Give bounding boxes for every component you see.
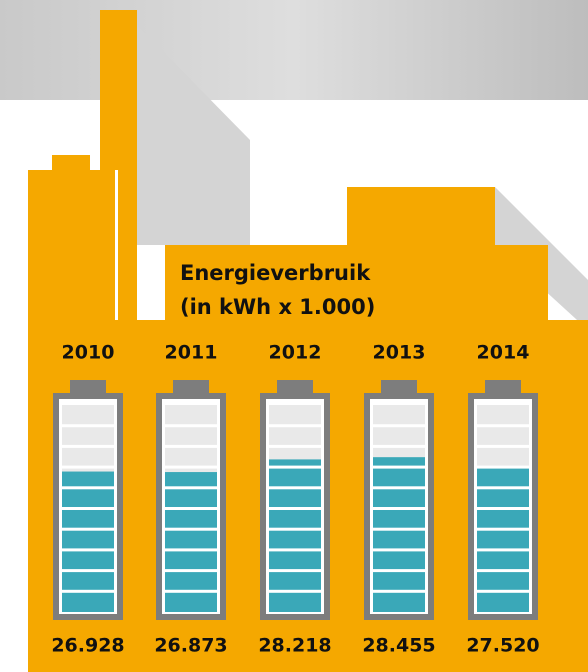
segment-gap [62,589,114,593]
segment-gap [165,548,217,552]
segment-gap [373,548,425,552]
segment-gap [165,569,217,573]
value-label: 26.873 [154,635,227,657]
battery-fill [373,457,425,612]
segment-gap [477,444,529,448]
photo-background [0,0,588,100]
segment-gap [269,424,321,428]
year-label: 2010 [62,342,115,364]
battery-cap [70,380,106,393]
segment-gap [373,507,425,510]
segment-gap [269,444,321,448]
segment-gap [477,569,529,573]
segment-gap [373,465,425,469]
value-label: 28.455 [362,635,435,657]
segment-gap [62,548,114,552]
segment-gap [165,465,217,469]
segment-gap [62,444,114,448]
segment-gap [269,465,321,469]
segment-gap [269,507,321,510]
segment-gap [477,548,529,552]
segment-gap [165,507,217,510]
value-label: 26.928 [51,635,124,657]
year-label: 2013 [373,342,426,364]
year-label: 2012 [269,342,322,364]
segment-gap [373,569,425,573]
segment-gap [62,507,114,510]
shadow [137,25,250,245]
segment-gap [165,527,217,531]
segment-gap [165,424,217,428]
value-label: 27.520 [466,635,539,657]
battery-fill [269,459,321,612]
segment-gap [165,444,217,448]
segment-gap [62,527,114,531]
battery-fill [477,465,529,612]
value-label: 28.218 [258,635,331,657]
segment-gap [62,424,114,428]
year-label: 2014 [477,342,530,364]
edge [115,170,118,320]
year-label: 2011 [165,342,218,364]
segment-gap [373,486,425,490]
segment-gap [165,486,217,490]
chart-subtitle: (in kWh x 1.000) [180,295,375,319]
segment-gap [373,527,425,531]
segment-gap [477,465,529,469]
segment-gap [373,444,425,448]
segment-gap [477,589,529,593]
segment-gap [269,486,321,490]
battery-cap [485,380,521,393]
segment-gap [477,507,529,510]
segment-gap [62,569,114,573]
segment-gap [269,548,321,552]
segment-gap [269,569,321,573]
segment-gap [373,424,425,428]
segment-gap [477,527,529,531]
segment-gap [477,486,529,490]
battery-cap [173,380,209,393]
segment-gap [269,589,321,593]
segment-gap [165,589,217,593]
battery-fill [62,471,114,612]
segment-gap [62,486,114,490]
segment-gap [269,527,321,531]
segment-gap [62,465,114,469]
chart-title: Energieverbruik [180,261,371,285]
segment-gap [477,424,529,428]
segment-gap [373,589,425,593]
battery-cap [277,380,313,393]
battery-cap [381,380,417,393]
battery-fill [165,472,217,612]
